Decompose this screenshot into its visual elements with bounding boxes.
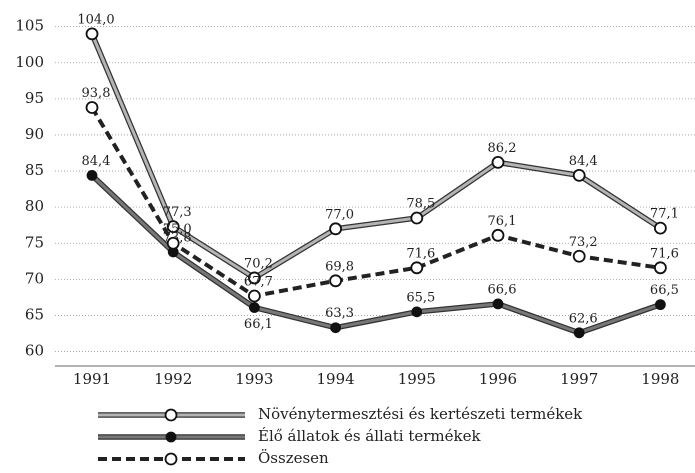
point	[654, 261, 667, 275]
legend-label: Élő állatok és állati termékek	[258, 427, 482, 445]
data-label: 65,5	[406, 290, 435, 305]
y-tick-label: 60	[25, 342, 44, 360]
data-label: 67,7	[244, 274, 273, 289]
point	[492, 298, 504, 310]
series-line-inner	[90, 33, 662, 280]
data-label: 62,6	[569, 311, 598, 326]
point	[654, 221, 667, 235]
point	[85, 27, 99, 41]
y-tick-label: 65	[25, 305, 44, 323]
point	[410, 261, 424, 275]
x-tick-label: 1996	[479, 370, 517, 388]
point	[248, 302, 260, 313]
data-label: 84,4	[569, 154, 598, 169]
data-label: 75,0	[163, 222, 192, 237]
point	[491, 155, 505, 169]
data-label: 86,2	[488, 141, 517, 156]
x-tick-label: 1993	[235, 370, 273, 388]
data-label: 76,1	[488, 214, 517, 229]
data-label: 78,5	[406, 196, 435, 211]
y-tick-label: 90	[25, 125, 44, 143]
y-tick-label: 105	[15, 17, 44, 35]
point	[247, 289, 261, 303]
point	[491, 228, 505, 242]
legend-marker	[164, 408, 178, 422]
y-tick-label: 100	[15, 53, 44, 71]
point	[166, 236, 180, 250]
point	[572, 249, 586, 263]
point	[411, 306, 423, 318]
point	[166, 220, 180, 234]
data-label: 71,6	[650, 246, 679, 261]
point	[329, 274, 343, 288]
data-label: 69,8	[325, 259, 354, 274]
data-label: 93,8	[82, 86, 111, 101]
point	[85, 101, 99, 114]
y-tick-label: 75	[25, 233, 44, 251]
x-tick-label: 1995	[398, 370, 436, 388]
y-tick-label: 80	[25, 197, 44, 215]
legend-label: Összesen	[258, 449, 329, 467]
point	[572, 168, 586, 182]
x-tick-label: 1994	[317, 370, 355, 388]
y-tick-label: 70	[25, 269, 44, 287]
data-label: 66,1	[244, 317, 273, 332]
point	[247, 271, 261, 285]
legend-marker	[165, 431, 177, 443]
data-label: 77,0	[325, 207, 354, 222]
data-label: 77,3	[163, 205, 192, 220]
data-label: 71,6	[406, 246, 435, 261]
x-tick-label: 1998	[641, 370, 679, 388]
data-label: 84,4	[82, 154, 111, 169]
data-label: 66,5	[650, 283, 679, 298]
data-label: 66,6	[488, 282, 517, 297]
legend-marker	[164, 452, 178, 466]
x-tick-label: 1991	[73, 370, 111, 388]
series-line	[90, 106, 661, 299]
point	[86, 169, 98, 181]
point	[410, 211, 424, 225]
x-tick-label: 1992	[154, 370, 192, 388]
series-line-inner	[90, 174, 661, 335]
data-label: 73,2	[569, 235, 598, 250]
data-label: 63,3	[325, 306, 354, 321]
point	[329, 222, 343, 236]
point	[330, 322, 342, 334]
point	[655, 299, 666, 311]
data-label: 77,1	[650, 207, 679, 222]
x-tick-label: 1997	[560, 370, 598, 388]
data-label: 70,2	[244, 256, 273, 271]
legend-label: Növénytermesztési és kertészeti termékek	[258, 405, 583, 423]
y-tick-label: 85	[25, 161, 44, 179]
point	[573, 327, 585, 339]
data-label: 104,0	[77, 12, 114, 27]
y-tick-label: 95	[25, 89, 44, 107]
